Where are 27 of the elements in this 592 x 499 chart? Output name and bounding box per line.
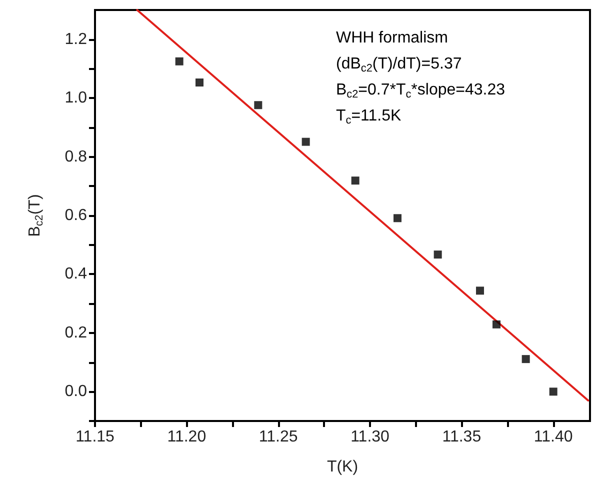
point — [522, 355, 530, 364]
point — [302, 138, 310, 146]
y-tick-label: 0.0 — [64, 383, 88, 400]
y-tick-label: 1.2 — [64, 30, 88, 48]
y-tick-label: 0.8 — [64, 148, 88, 166]
y-tick-label: 1.0 — [64, 90, 88, 107]
annotation: WHH formalism — [336, 30, 448, 46]
y-axis-title: Bc2(T) — [26, 194, 46, 237]
point — [549, 388, 558, 396]
point — [476, 286, 484, 295]
point — [394, 214, 402, 222]
x-tick-label: 11.40 — [534, 428, 573, 446]
x-tick-label: 11.15 — [76, 428, 115, 446]
x-axis-title: T(K) — [326, 458, 358, 476]
x-tick-label: 11.20 — [167, 428, 206, 446]
point — [492, 320, 500, 328]
point — [434, 250, 442, 259]
point — [196, 78, 204, 87]
y-tick-label: 0.4 — [64, 266, 88, 283]
x-tick-label: 11.25 — [258, 428, 298, 446]
x-tick-label: 11.35 — [442, 428, 482, 446]
point — [351, 176, 360, 185]
point — [254, 101, 262, 110]
y-tick-label: 0.6 — [64, 207, 88, 224]
point — [175, 57, 184, 66]
y-tick-label: 0.2 — [64, 324, 88, 342]
x-tick-label: 11.30 — [350, 428, 390, 446]
